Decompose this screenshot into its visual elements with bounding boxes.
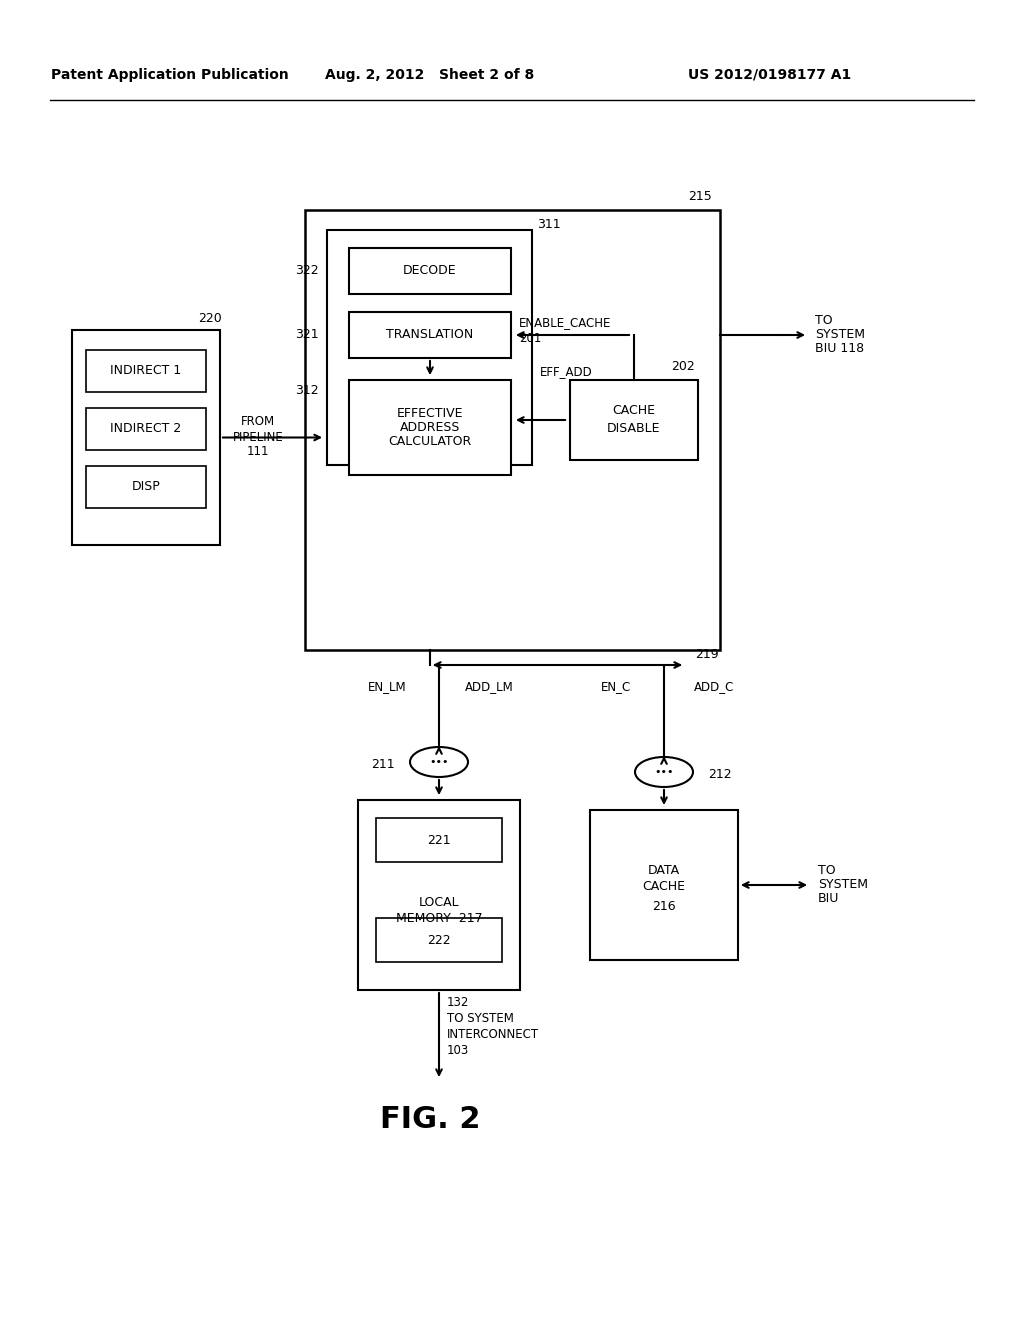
Bar — [570, 380, 698, 459]
Text: 201: 201 — [519, 333, 542, 346]
Text: TRANSLATION: TRANSLATION — [386, 329, 474, 342]
Text: CALCULATOR: CALCULATOR — [388, 436, 472, 447]
Bar — [86, 466, 206, 508]
Ellipse shape — [635, 756, 693, 787]
Text: FROM: FROM — [241, 414, 275, 428]
Text: 321: 321 — [295, 329, 319, 342]
Bar — [86, 350, 206, 392]
Bar — [327, 230, 532, 465]
Text: Aug. 2, 2012   Sheet 2 of 8: Aug. 2, 2012 Sheet 2 of 8 — [326, 69, 535, 82]
Text: 312: 312 — [295, 384, 319, 396]
Text: EN_LM: EN_LM — [368, 681, 407, 693]
Bar — [349, 248, 511, 294]
Text: SYSTEM: SYSTEM — [815, 329, 865, 342]
Text: EFF_ADD: EFF_ADD — [540, 366, 593, 379]
Text: 202: 202 — [671, 359, 695, 372]
Bar — [358, 800, 520, 990]
Text: US 2012/0198177 A1: US 2012/0198177 A1 — [688, 69, 852, 82]
Ellipse shape — [410, 747, 468, 777]
Text: BIU 118: BIU 118 — [815, 342, 864, 355]
Text: DATA: DATA — [648, 865, 680, 878]
Bar — [305, 210, 720, 649]
Text: 221: 221 — [427, 833, 451, 846]
Text: ADDRESS: ADDRESS — [399, 421, 460, 434]
Text: INDIRECT 1: INDIRECT 1 — [111, 364, 181, 378]
Text: MEMORY  217: MEMORY 217 — [395, 912, 482, 925]
Text: 212: 212 — [708, 767, 731, 780]
Text: CACHE: CACHE — [642, 880, 685, 894]
Bar — [86, 408, 206, 450]
Bar — [349, 312, 511, 358]
Text: INDIRECT 2: INDIRECT 2 — [111, 422, 181, 436]
Text: EFFECTIVE: EFFECTIVE — [396, 407, 463, 420]
Text: DISABLE: DISABLE — [607, 421, 660, 434]
Text: DISP: DISP — [132, 480, 161, 494]
Text: LOCAL: LOCAL — [419, 896, 460, 909]
Text: 103: 103 — [447, 1044, 469, 1056]
Text: INTERCONNECT: INTERCONNECT — [447, 1027, 539, 1040]
Text: CACHE: CACHE — [612, 404, 655, 417]
Text: 222: 222 — [427, 933, 451, 946]
Text: FIG. 2: FIG. 2 — [380, 1106, 480, 1134]
Text: •••: ••• — [429, 756, 449, 767]
Text: TO: TO — [818, 865, 836, 878]
Text: 211: 211 — [372, 758, 395, 771]
Text: 216: 216 — [652, 900, 676, 913]
Bar — [72, 330, 220, 545]
Text: 111: 111 — [247, 445, 269, 458]
Text: •••: ••• — [654, 767, 674, 777]
Bar — [376, 917, 502, 962]
Text: ENABLE_CACHE: ENABLE_CACHE — [519, 317, 611, 330]
Text: 322: 322 — [295, 264, 319, 277]
Text: 220: 220 — [198, 312, 222, 325]
Text: TO: TO — [815, 314, 833, 327]
Text: 132: 132 — [447, 995, 469, 1008]
Text: BIU: BIU — [818, 892, 840, 906]
Text: Patent Application Publication: Patent Application Publication — [51, 69, 289, 82]
Text: TO SYSTEM: TO SYSTEM — [447, 1011, 514, 1024]
Text: 215: 215 — [688, 190, 712, 202]
Text: EN_C: EN_C — [601, 681, 631, 693]
Text: 311: 311 — [537, 219, 560, 231]
Text: 219: 219 — [695, 648, 719, 661]
Bar — [590, 810, 738, 960]
Text: ADD_C: ADD_C — [694, 681, 734, 693]
Text: ADD_LM: ADD_LM — [465, 681, 513, 693]
Bar — [376, 818, 502, 862]
Text: SYSTEM: SYSTEM — [818, 879, 868, 891]
Text: PIPELINE: PIPELINE — [232, 432, 284, 444]
Text: DECODE: DECODE — [403, 264, 457, 277]
Bar — [349, 380, 511, 475]
